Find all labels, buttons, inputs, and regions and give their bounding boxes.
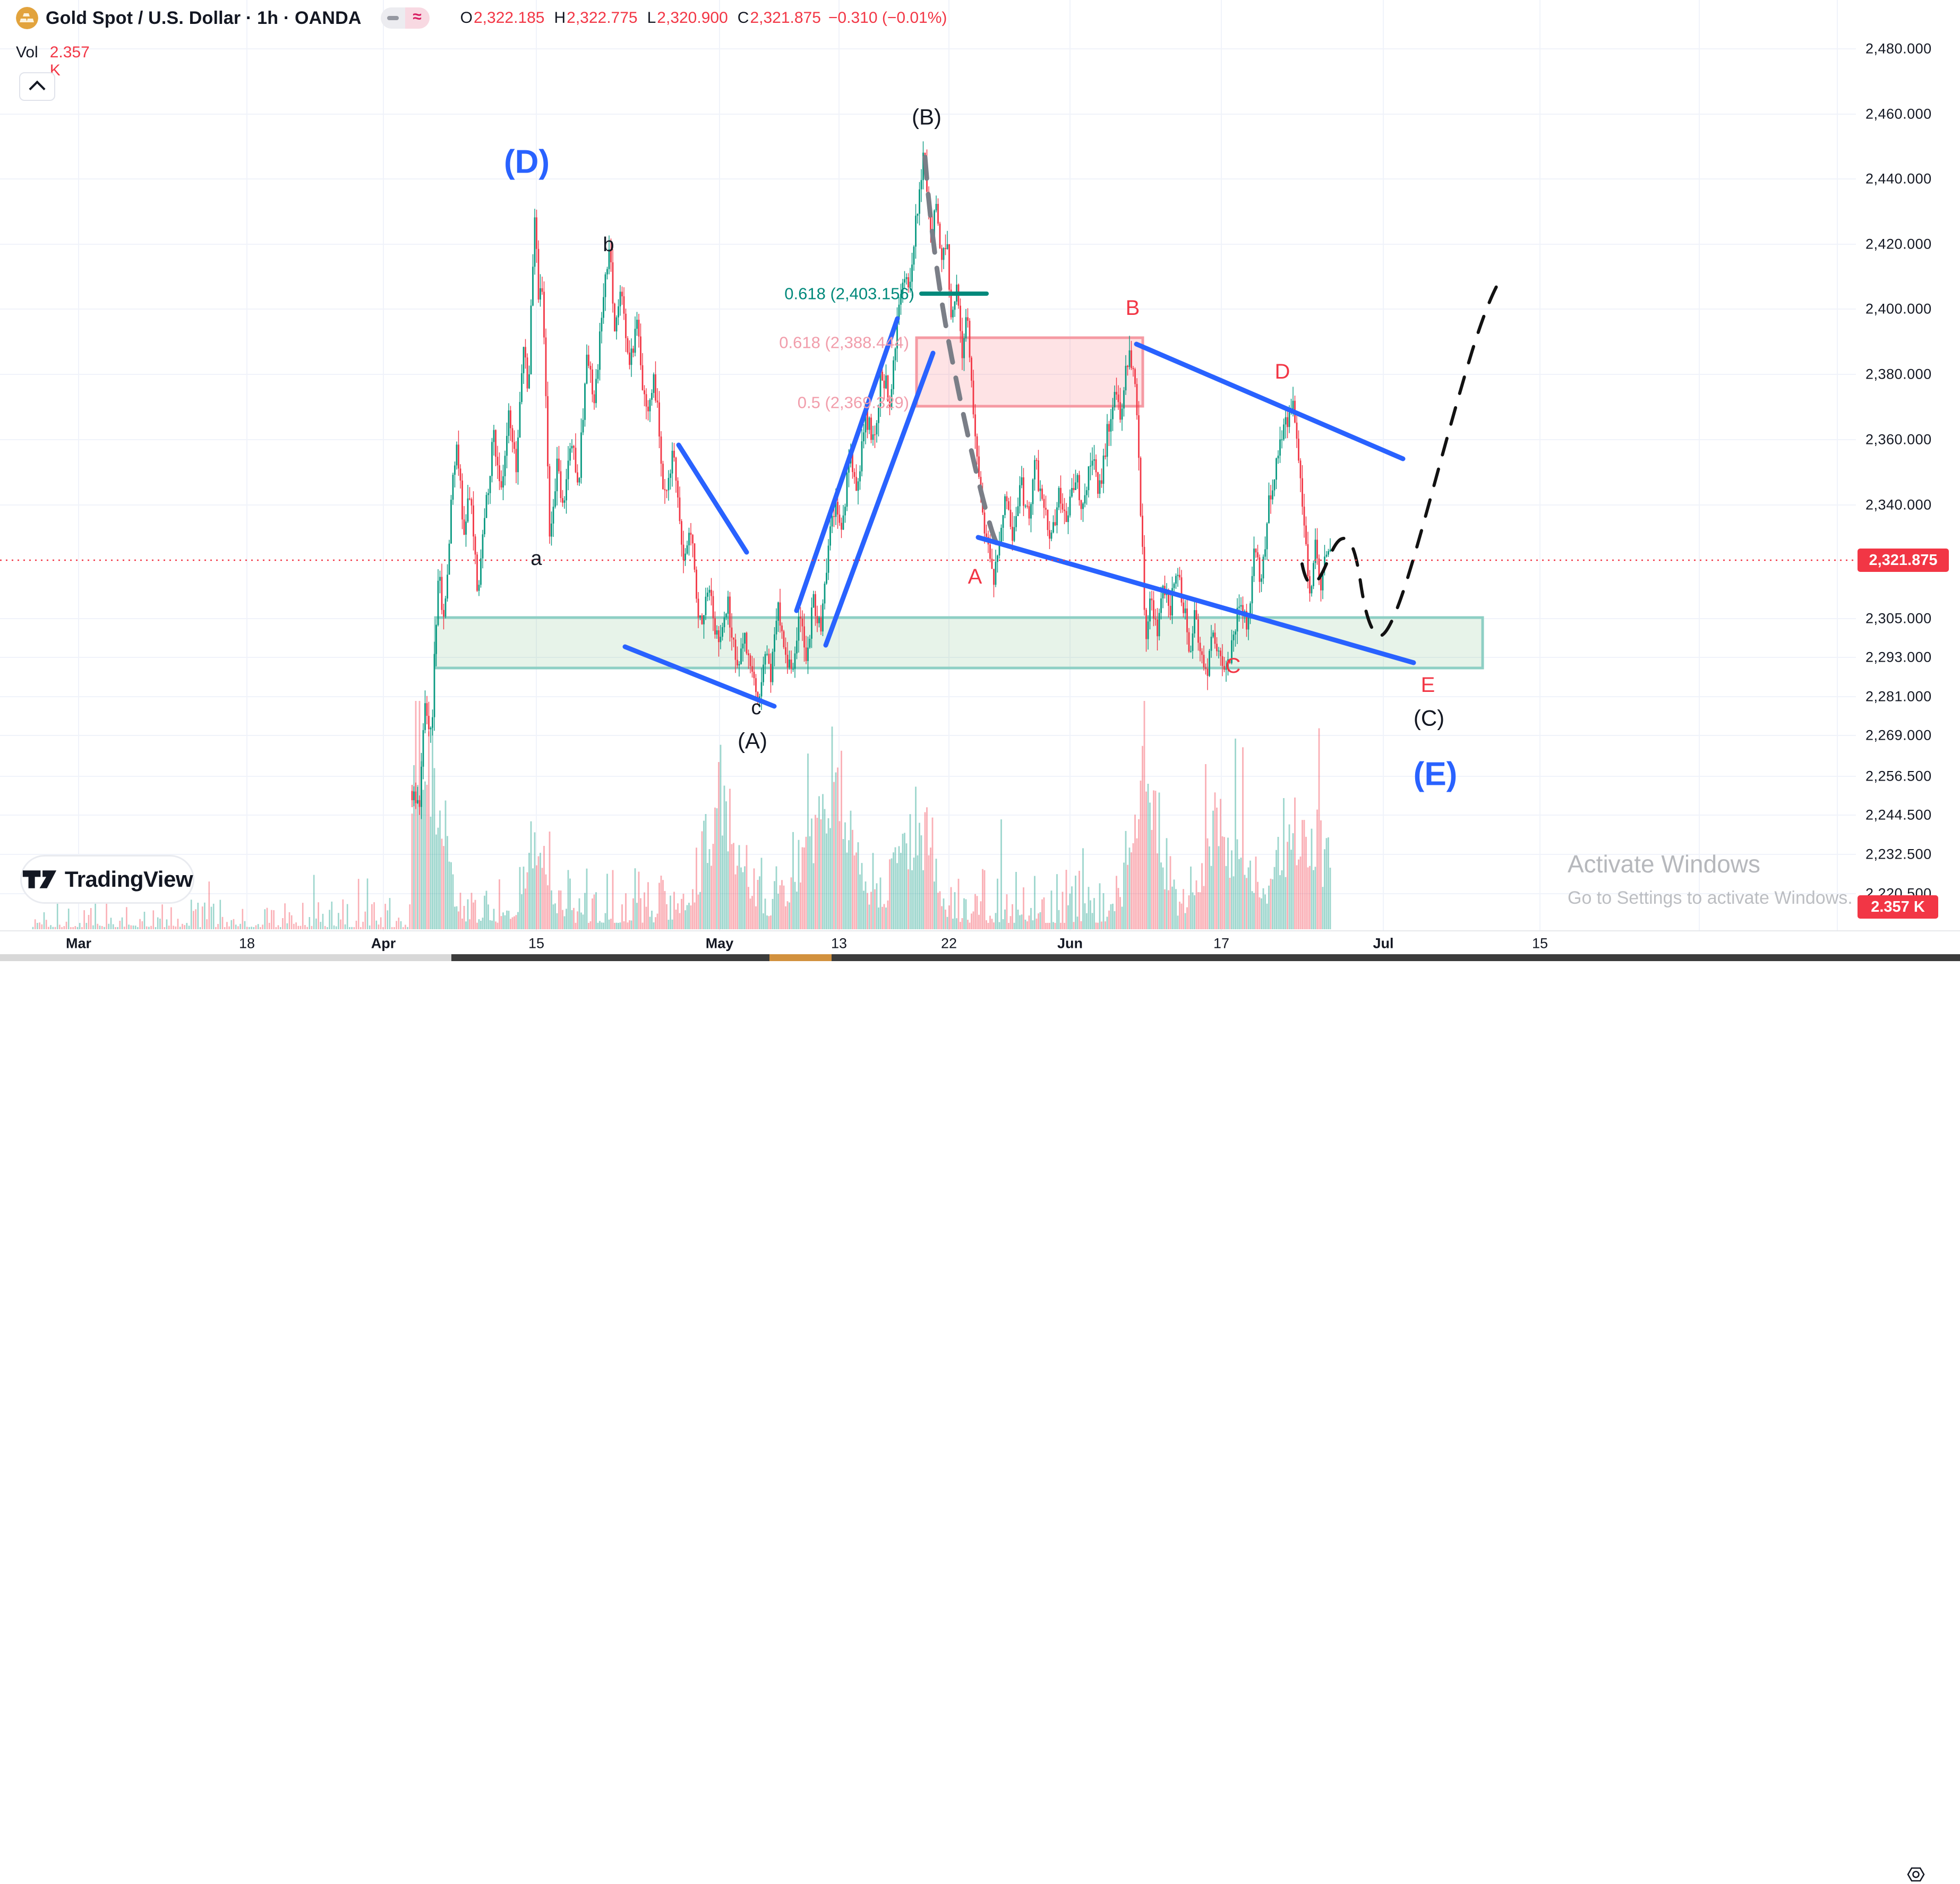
fib-label: 0.5 (2,369.329) <box>798 393 909 412</box>
waves-icon[interactable]: ≈ <box>405 7 430 29</box>
trend-line <box>975 535 1416 665</box>
open-label: O <box>460 9 473 27</box>
wave-label-B: B <box>1126 296 1140 320</box>
low-value: 2,320.900 <box>657 9 728 27</box>
gold-symbol-icon <box>16 7 38 29</box>
taskbar-segment <box>0 954 451 961</box>
wave-label-D: (D) <box>504 144 550 181</box>
collapse-panel-button[interactable] <box>19 72 55 101</box>
symbol-title[interactable]: Gold Spot / U.S. Dollar · 1h · OANDA <box>46 7 362 28</box>
price-axis-label: 2,232.500 <box>1865 846 1932 862</box>
price-axis-label: 2,340.000 <box>1865 496 1932 513</box>
price-axis-label: 2,420.000 <box>1865 236 1932 252</box>
wave-label-a: a <box>530 547 542 570</box>
price-axis[interactable]: 2,480.000 2,460.000 2,440.000 2,420.000 2,40… <box>1856 0 1960 954</box>
time-axis-label[interactable]: Mar <box>65 935 92 951</box>
time-axis-label[interactable]: 15 <box>1531 935 1548 951</box>
price-axis-label: 2,400.000 <box>1865 301 1932 317</box>
price-axis-label: 2,244.500 <box>1865 807 1932 823</box>
taskbar-segment <box>769 954 832 961</box>
trend-line <box>823 350 936 648</box>
low-label: L <box>647 9 656 27</box>
time-axis-label[interactable]: 22 <box>940 935 957 951</box>
time-axis-label[interactable]: 15 <box>528 935 545 951</box>
wave-label-A: (A) <box>738 729 767 753</box>
wave-label-D: D <box>1275 360 1290 383</box>
supply-zone <box>915 336 1144 408</box>
symbol-row[interactable]: Gold Spot / U.S. Dollar · 1h · OANDA ≈ O… <box>16 6 947 30</box>
price-axis-label: 2,281.000 <box>1865 688 1932 705</box>
trend-line <box>1134 341 1406 461</box>
wave-label-A: A <box>968 565 982 588</box>
volume-value: 2.357 K <box>49 44 90 79</box>
close-label: C <box>737 9 749 27</box>
price-axis-label: 2,360.000 <box>1865 431 1932 448</box>
wave-label-E: E <box>1421 673 1435 697</box>
tradingview-logo[interactable]: TradingView <box>20 855 194 904</box>
fib-label: 0.618 (2,388.444) <box>779 333 909 352</box>
price-axis-label: 2,480.000 <box>1865 40 1932 57</box>
time-axis-label[interactable]: Apr <box>371 935 396 951</box>
wave-label-B: (B) <box>912 105 942 130</box>
change-value: −0.310 (−0.01%) <box>828 9 947 27</box>
price-axis-label: 2,269.000 <box>1865 727 1932 743</box>
price-axis-label: 2,440.000 <box>1865 170 1932 187</box>
wave-label-b: b <box>603 234 614 256</box>
close-value: 2,321.875 <box>750 9 821 27</box>
trend-line <box>622 644 777 709</box>
tradingview-glyph-icon <box>22 870 57 888</box>
time-axis-label[interactable]: May <box>705 935 734 951</box>
tradingview-logo-text: TradingView <box>64 867 193 892</box>
taskbar-segment <box>451 954 1960 961</box>
settings-icon[interactable] <box>1906 1865 1925 1884</box>
trend-line <box>794 316 900 613</box>
fib-label: 0.618 (2,403.156) <box>784 285 914 303</box>
trend-line <box>676 442 749 555</box>
wave-label-E: (E) <box>1414 756 1458 793</box>
dash-icon[interactable] <box>380 7 405 29</box>
price-axis-label: 2,305.000 <box>1865 610 1932 627</box>
time-axis[interactable]: Mar 18 Apr 15 May 13 22 Jun 17 Jul 15 <box>0 930 1960 1882</box>
time-axis-label[interactable]: 17 <box>1213 935 1230 951</box>
volume-value-badge: 2.357 K <box>1858 895 1938 919</box>
wave-label-c: c <box>751 697 761 719</box>
chart-style-toggle[interactable]: ≈ <box>380 7 430 29</box>
chart-canvas[interactable]: 0.618 (2,403.156) 0.618 (2,388.444) 0.5 (2… <box>0 0 1960 954</box>
taskbar[interactable] <box>0 954 1960 961</box>
gray-dashed-wave-path <box>922 155 1004 555</box>
volume-label: Vol <box>16 44 38 61</box>
time-axis-label[interactable]: Jun <box>1057 935 1083 951</box>
black-dashed-projection <box>1300 276 1503 638</box>
price-axis-label: 2,460.000 <box>1865 106 1932 122</box>
price-axis-label: 2,293.000 <box>1865 649 1932 665</box>
demand-zone <box>434 616 1484 670</box>
time-axis-label[interactable]: 13 <box>831 935 848 951</box>
open-value: 2,322.185 <box>474 9 545 27</box>
chevron-up-icon <box>29 80 46 97</box>
time-axis-label[interactable]: Jul <box>1373 935 1394 951</box>
high-label: H <box>554 9 566 27</box>
current-price-badge: 2,321.875 <box>1858 549 1949 572</box>
ohlc-readout: O 2,322.185 H 2,322.775 L 2,320.900 C 2,321.… <box>451 9 947 27</box>
price-axis-label: 2,380.000 <box>1865 366 1932 382</box>
wave-label-C: (C) <box>1414 706 1444 731</box>
time-axis-label[interactable]: 18 <box>238 935 255 951</box>
price-axis-label: 2,256.500 <box>1865 768 1932 784</box>
wave-label-C: C <box>1226 654 1241 678</box>
high-value: 2,322.775 <box>567 9 638 27</box>
